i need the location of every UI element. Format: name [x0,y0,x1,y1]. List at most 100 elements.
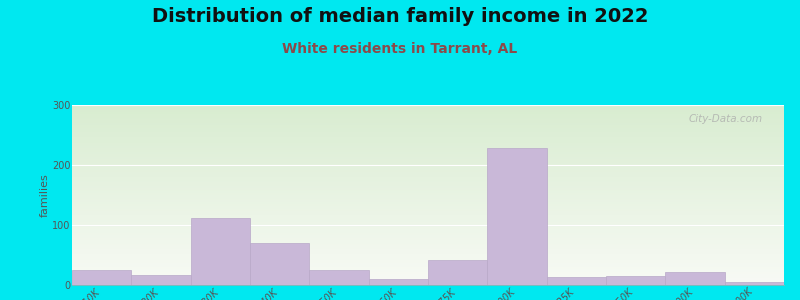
Bar [72,121,784,123]
Bar [72,114,784,116]
Text: White residents in Tarrant, AL: White residents in Tarrant, AL [282,42,518,56]
Text: City-Data.com: City-Data.com [689,114,762,124]
Bar [72,168,784,170]
Bar [72,139,784,141]
Bar [72,188,784,190]
Bar [72,110,784,112]
Bar [72,272,784,274]
Bar [72,227,784,229]
Bar [72,276,784,278]
Bar [72,123,784,125]
Bar [72,263,784,265]
Bar [666,272,725,285]
Bar [72,145,784,146]
Bar [72,125,784,127]
Bar [72,235,784,236]
Bar [72,191,784,193]
Bar [72,130,784,132]
Bar [72,204,784,206]
Bar [72,217,784,218]
Bar [72,119,784,121]
Bar [72,152,784,154]
Bar [72,161,784,163]
Bar [725,282,784,285]
Bar [72,206,784,208]
Bar [72,251,784,253]
Bar [72,175,784,177]
Bar [72,193,784,195]
Bar [72,159,784,161]
Bar [72,186,784,188]
Bar [487,148,546,285]
Bar [72,200,784,202]
Bar [72,182,784,184]
Bar [72,262,784,263]
Bar [72,226,784,227]
Bar [72,150,784,152]
Bar [72,242,784,244]
Bar [72,107,784,109]
Bar [72,208,784,209]
Bar [72,249,784,251]
Bar [606,276,666,285]
Bar [72,118,784,119]
Bar [72,134,784,136]
Bar [428,260,487,285]
Bar [369,279,428,285]
Bar [72,265,784,267]
Bar [72,112,784,114]
Bar [72,173,784,175]
Bar [72,256,784,258]
Bar [131,275,190,285]
Bar [72,143,784,145]
Y-axis label: families: families [39,173,50,217]
Bar [72,283,784,285]
Bar [72,253,784,254]
Text: Distribution of median family income in 2022: Distribution of median family income in … [152,8,648,26]
Bar [72,127,784,128]
Bar [72,213,784,215]
Bar [310,270,369,285]
Bar [72,166,784,168]
Bar [72,274,784,276]
Bar [72,224,784,226]
Bar [72,105,784,107]
Bar [72,116,784,118]
Bar [72,269,784,271]
Bar [72,197,784,199]
Bar [72,154,784,155]
Bar [72,209,784,211]
Bar [72,170,784,172]
Bar [72,136,784,137]
Bar [250,243,310,285]
Bar [72,157,784,159]
Bar [72,260,784,262]
Bar [72,270,131,285]
Bar [546,277,606,285]
Bar [72,164,784,166]
Bar [72,146,784,148]
Bar [72,177,784,179]
Bar [72,128,784,130]
Bar [72,280,784,281]
Bar [72,202,784,204]
Bar [72,238,784,240]
Bar [72,211,784,213]
Bar [72,141,784,143]
Bar [72,254,784,256]
Bar [72,179,784,181]
Bar [72,195,784,197]
Bar [72,229,784,231]
Bar [72,245,784,247]
Bar [72,267,784,269]
Bar [72,184,784,186]
Bar [72,109,784,110]
Bar [72,215,784,217]
Bar [72,220,784,222]
Bar [72,244,784,245]
Bar [72,155,784,157]
Bar [72,218,784,220]
Bar [72,278,784,280]
Bar [72,231,784,233]
Bar [72,247,784,249]
